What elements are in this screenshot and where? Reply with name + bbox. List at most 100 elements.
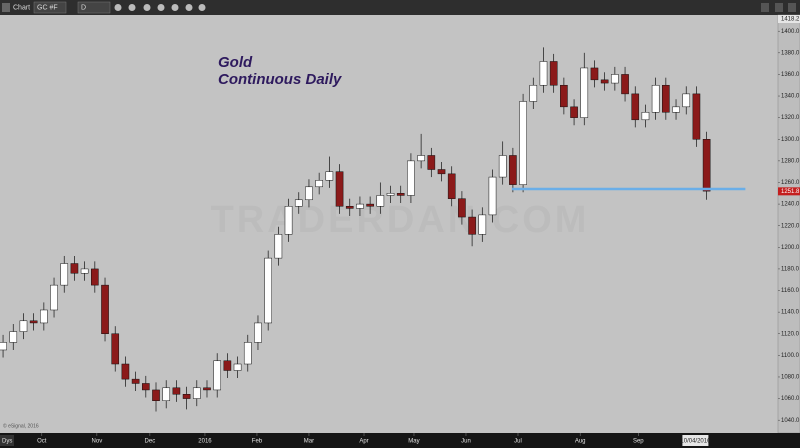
toolbar xyxy=(0,0,800,15)
interval-field[interactable] xyxy=(77,1,111,14)
x-tick-label: Oct xyxy=(37,439,47,445)
marks: 1040.0 1060.0 1080.0 1100.0 1120.0 1140.0 1160… xyxy=(0,15,800,446)
candle-body xyxy=(284,206,293,235)
y-tick-label: 1380.0 xyxy=(781,50,800,56)
chart-title: Gold xyxy=(218,54,253,71)
candle-body xyxy=(560,84,568,108)
candle-body xyxy=(294,199,303,207)
x-tick-label: Jun xyxy=(461,439,471,445)
candle-body xyxy=(621,74,629,95)
x-tick-label: Apr xyxy=(359,439,368,445)
window-icon xyxy=(2,3,10,12)
candle-body xyxy=(315,180,323,188)
icon[interactable] xyxy=(198,4,206,11)
icon[interactable] xyxy=(114,4,122,11)
cursor-date-label: 10/04/2016 xyxy=(680,439,711,445)
candle-body xyxy=(590,67,599,81)
y-tick-label: 1360.0 xyxy=(781,72,800,78)
candle-body xyxy=(40,309,48,324)
candle-body xyxy=(488,176,497,216)
candle-body xyxy=(0,342,7,351)
candle-body xyxy=(682,93,691,108)
candle-body xyxy=(702,139,711,192)
candle-body xyxy=(651,84,660,113)
candle-body xyxy=(335,171,344,207)
candle-body xyxy=(519,101,527,185)
period-button[interactable] xyxy=(0,435,14,446)
y-tick-label: 1240.0 xyxy=(781,202,800,208)
x-tick-label: Mar xyxy=(304,439,314,445)
candle-body xyxy=(478,214,487,235)
plot-area xyxy=(0,15,778,433)
icon[interactable] xyxy=(143,4,151,11)
candle-body xyxy=(692,93,701,140)
window-button[interactable] xyxy=(775,3,783,12)
candle-body xyxy=(203,387,211,391)
candle-body xyxy=(509,155,517,185)
y-tick-label: 1100.0 xyxy=(781,353,800,359)
candle-body xyxy=(274,234,283,259)
icon[interactable] xyxy=(185,4,193,11)
candle-body xyxy=(80,268,89,274)
y-tick-label: 1320.0 xyxy=(781,115,800,121)
axis-top-box xyxy=(778,15,800,23)
candle-body xyxy=(580,67,589,118)
candle-body xyxy=(213,360,222,391)
candle-body xyxy=(611,74,619,84)
candle-body xyxy=(396,193,405,196)
chart-subtitle: Continuous Daily xyxy=(218,71,342,88)
y-tick-label: 1340.0 xyxy=(781,94,800,100)
y-tick-label: 1080.0 xyxy=(781,375,800,381)
candle-body xyxy=(233,363,242,371)
copyright: © eSignal, 2016 xyxy=(3,422,39,429)
symbol-field[interactable] xyxy=(33,1,67,14)
x-tick-label: Feb xyxy=(252,439,263,445)
x-tick-label: Jul xyxy=(514,439,522,445)
candle-body xyxy=(417,155,425,162)
candle-body xyxy=(529,84,538,102)
candle-body xyxy=(437,169,446,175)
x-tick-label: Aug xyxy=(575,439,586,445)
candle-body xyxy=(539,61,548,86)
window-button[interactable] xyxy=(788,3,796,12)
candle-body xyxy=(345,206,354,209)
candle-body xyxy=(162,387,171,401)
y-tick-label: 1400.0 xyxy=(781,29,800,35)
y-tick-label: 1300.0 xyxy=(781,137,800,143)
time-axis xyxy=(0,433,800,448)
interval: D xyxy=(81,4,86,11)
icon[interactable] xyxy=(128,4,136,11)
candle-body xyxy=(131,378,140,384)
y-tick-label: 1220.0 xyxy=(781,223,800,229)
candle-body xyxy=(141,383,150,391)
candle-body xyxy=(662,84,670,113)
window-button[interactable] xyxy=(761,3,769,12)
candle-body xyxy=(182,394,191,399)
candle-body xyxy=(600,79,609,84)
candle-body xyxy=(111,333,120,365)
candle-body xyxy=(447,173,456,199)
x-tick-label: Nov xyxy=(92,439,103,445)
candle-body xyxy=(152,389,160,401)
candle-body xyxy=(356,203,364,209)
candle-body xyxy=(223,360,232,371)
candle-body xyxy=(549,61,558,86)
last-price-label: 1251.8 xyxy=(781,189,800,195)
y-tick-label: 1060.0 xyxy=(781,396,800,402)
candle-body xyxy=(376,195,385,207)
toolbar-icons xyxy=(114,4,206,11)
candle-body xyxy=(29,320,38,324)
y-tick-label: 1180.0 xyxy=(781,267,800,273)
x-tick-label: May xyxy=(408,439,419,445)
candle-body xyxy=(366,203,374,207)
cursor-date-box xyxy=(682,435,709,446)
icon[interactable] xyxy=(157,4,165,11)
x-tick-label: Sep xyxy=(633,439,644,445)
last-price-box xyxy=(778,187,800,196)
candle-body xyxy=(243,342,252,365)
icon[interactable] xyxy=(171,4,179,11)
candle-body xyxy=(101,284,109,335)
watermark: TRADERDAN.COM xyxy=(211,199,590,241)
y-tick-label: 1140.0 xyxy=(781,310,800,316)
